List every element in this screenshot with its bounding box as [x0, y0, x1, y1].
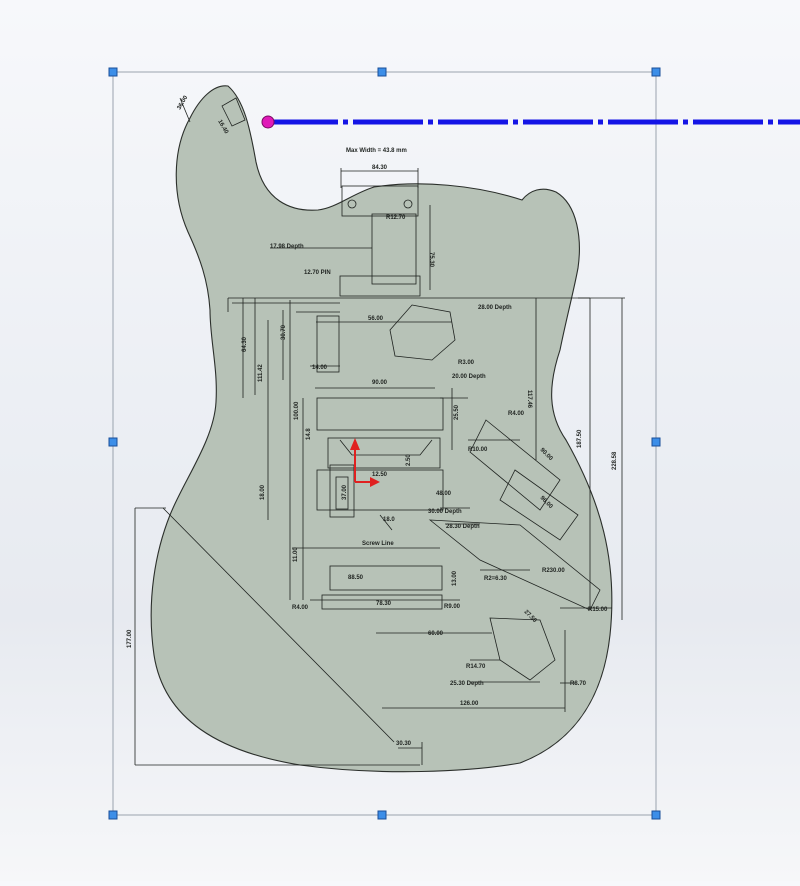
resize-handle-bottom-left[interactable]: [108, 810, 118, 820]
dim-r14-70[interactable]: R14.70: [466, 664, 486, 670]
resize-handle-top-left[interactable]: [108, 67, 118, 77]
dim-48-00[interactable]: 48.00: [436, 491, 452, 497]
coordinate-triad-icon: [350, 438, 380, 487]
dim-84-30[interactable]: 84.30: [372, 165, 388, 171]
dim-25-30-depth[interactable]: 25.30 Depth: [450, 681, 484, 687]
dim-228-58[interactable]: 228.58: [612, 451, 618, 470]
dim-37-00[interactable]: 37.00: [342, 484, 348, 500]
axis-line[interactable]: [261, 115, 800, 129]
dim-r230-00[interactable]: R230.00: [542, 568, 565, 574]
dim-14-8[interactable]: 14.8: [306, 428, 312, 440]
dim-117-46[interactable]: 117.46: [526, 390, 532, 409]
dim-75-30[interactable]: 75.30: [428, 252, 434, 268]
dim-30-70[interactable]: 30.70: [281, 324, 287, 340]
dim-18-0[interactable]: 18.0: [383, 517, 395, 523]
dim-36-00[interactable]: 36.00: [177, 94, 190, 111]
dim-r9-00[interactable]: R9.00: [444, 604, 461, 610]
dim-r4-00b[interactable]: R4.00: [292, 605, 309, 611]
dim-18-00[interactable]: 18.00: [260, 484, 266, 500]
dim-126-00[interactable]: 126.00: [460, 701, 479, 707]
dim-r2-6-30[interactable]: R2=6.30: [484, 576, 508, 582]
dim-20-depth[interactable]: 20.00 Depth: [452, 374, 486, 380]
dim-88-50[interactable]: 88.50: [348, 575, 364, 581]
dim-64-30[interactable]: 64.30: [242, 336, 248, 352]
dim-r3-00[interactable]: R3.00: [458, 360, 475, 366]
dim-r8-70[interactable]: R8.70: [570, 681, 587, 687]
guitar-body-outline[interactable]: [150, 85, 613, 773]
resize-handle-bottom-middle[interactable]: [377, 810, 387, 820]
dim-r4-00[interactable]: R4.00: [508, 411, 525, 417]
dim-11-00[interactable]: 11.00: [293, 547, 299, 562]
dim-30-30[interactable]: 30.30: [396, 741, 412, 747]
dim-177-00[interactable]: 177.00: [127, 629, 133, 648]
dim-60-00[interactable]: 60.00: [428, 631, 444, 637]
dim-56-00[interactable]: 56.00: [368, 316, 384, 322]
resize-handle-middle-left[interactable]: [108, 437, 118, 447]
dim-r12-70[interactable]: R12.70: [386, 215, 406, 221]
dim-28-30-depth[interactable]: 28.30 Depth: [446, 524, 480, 530]
axis-endpoint-handle[interactable]: [261, 115, 275, 129]
dim-187-50[interactable]: 187.50: [577, 429, 583, 448]
dim-r10-00[interactable]: R10.00: [468, 447, 488, 453]
dim-78-30[interactable]: 78.30: [376, 601, 392, 607]
dim-14-00[interactable]: 14.00: [312, 365, 328, 371]
dim-r15-00[interactable]: R15.00: [588, 607, 608, 613]
dim-111-42[interactable]: 111.42: [258, 364, 264, 382]
dim-12-50[interactable]: 12.50: [372, 472, 388, 478]
dim-28-depth[interactable]: 28.00 Depth: [478, 305, 512, 311]
dim-13-00[interactable]: 13.00: [452, 570, 458, 586]
dim-pin[interactable]: 12.70 PIN: [304, 270, 331, 276]
dim-2-50[interactable]: 2.50: [406, 454, 412, 466]
resize-handle-bottom-right[interactable]: [651, 810, 661, 820]
dim-100-00[interactable]: 100.00: [294, 401, 300, 420]
dim-max-width[interactable]: Max Width = 43.8 mm: [346, 148, 407, 154]
dim-25-50[interactable]: 25.50: [454, 404, 460, 420]
construction-geometry: [134, 97, 625, 766]
screw-line-label[interactable]: Screw Line: [362, 541, 394, 547]
resize-handle-top-right[interactable]: [651, 67, 661, 77]
dim-17-98-depth[interactable]: 17.98 Depth: [270, 244, 304, 250]
dim-30-depth[interactable]: 30.00 Depth: [428, 509, 462, 515]
resize-handle-middle-right[interactable]: [651, 437, 661, 447]
dim-90-00[interactable]: 90.00: [372, 380, 388, 386]
resize-handle-top-middle[interactable]: [377, 67, 387, 77]
